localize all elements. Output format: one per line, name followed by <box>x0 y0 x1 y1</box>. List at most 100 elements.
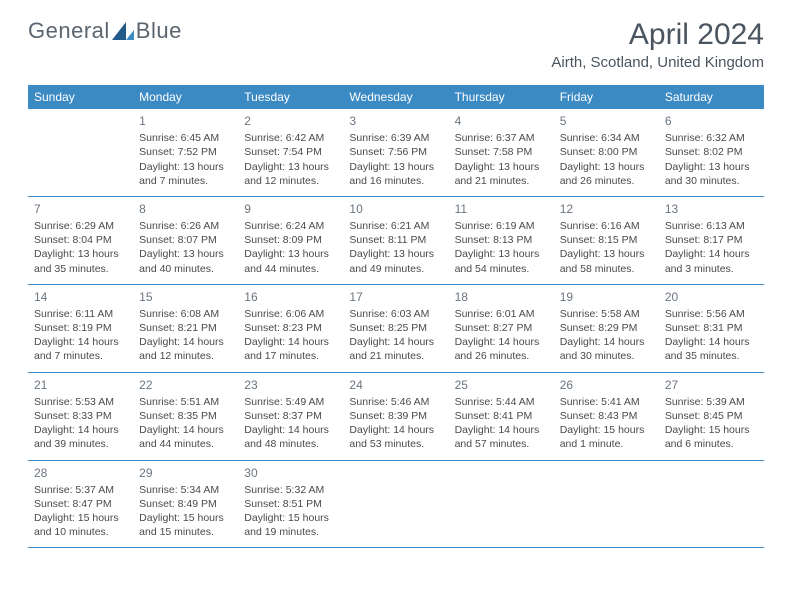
sunrise-text: Sunrise: 6:34 AM <box>560 131 653 145</box>
day-number: 29 <box>139 465 232 481</box>
sunset-text: Sunset: 8:27 PM <box>455 321 548 335</box>
sunset-text: Sunset: 8:04 PM <box>34 233 127 247</box>
calendar-cell: 16Sunrise: 6:06 AMSunset: 8:23 PMDayligh… <box>238 285 343 372</box>
daylight-text: Daylight: 13 hours and 49 minutes. <box>349 247 442 275</box>
calendar-cell: 14Sunrise: 6:11 AMSunset: 8:19 PMDayligh… <box>28 285 133 372</box>
header: General Blue April 2024 Airth, Scotland,… <box>28 18 764 71</box>
calendar-cell: 25Sunrise: 5:44 AMSunset: 8:41 PMDayligh… <box>449 373 554 460</box>
day-header: Thursday <box>449 85 554 109</box>
daylight-text: Daylight: 13 hours and 26 minutes. <box>560 160 653 188</box>
calendar-cell: 23Sunrise: 5:49 AMSunset: 8:37 PMDayligh… <box>238 373 343 460</box>
sunset-text: Sunset: 8:17 PM <box>665 233 758 247</box>
sunrise-text: Sunrise: 6:29 AM <box>34 219 127 233</box>
daylight-text: Daylight: 13 hours and 58 minutes. <box>560 247 653 275</box>
daylight-text: Daylight: 13 hours and 35 minutes. <box>34 247 127 275</box>
calendar-week: 28Sunrise: 5:37 AMSunset: 8:47 PMDayligh… <box>28 461 764 549</box>
daylight-text: Daylight: 14 hours and 35 minutes. <box>665 335 758 363</box>
daylight-text: Daylight: 15 hours and 1 minute. <box>560 423 653 451</box>
sunset-text: Sunset: 8:11 PM <box>349 233 442 247</box>
sunrise-text: Sunrise: 6:21 AM <box>349 219 442 233</box>
calendar-cell: 6Sunrise: 6:32 AMSunset: 8:02 PMDaylight… <box>659 109 764 196</box>
daylight-text: Daylight: 13 hours and 54 minutes. <box>455 247 548 275</box>
calendar-cell: 7 Sunrise: 6:29 AMSunset: 8:04 PMDaylight… <box>28 197 133 284</box>
sunset-text: Sunset: 7:56 PM <box>349 145 442 159</box>
sunset-text: Sunset: 8:09 PM <box>244 233 337 247</box>
calendar-cell: 22Sunrise: 5:51 AMSunset: 8:35 PMDayligh… <box>133 373 238 460</box>
sunset-text: Sunset: 8:19 PM <box>34 321 127 335</box>
day-header: Tuesday <box>238 85 343 109</box>
daylight-text: Daylight: 13 hours and 16 minutes. <box>349 160 442 188</box>
sunset-text: Sunset: 8:07 PM <box>139 233 232 247</box>
sunset-text: Sunset: 7:58 PM <box>455 145 548 159</box>
daylight-text: Daylight: 14 hours and 12 minutes. <box>139 335 232 363</box>
day-number: 11 <box>455 201 548 217</box>
calendar: SundayMondayTuesdayWednesdayThursdayFrid… <box>28 85 764 548</box>
calendar-cell: 10Sunrise: 6:21 AMSunset: 8:11 PMDayligh… <box>343 197 448 284</box>
daylight-text: Daylight: 15 hours and 19 minutes. <box>244 511 337 539</box>
day-number: 15 <box>139 289 232 305</box>
sunrise-text: Sunrise: 5:37 AM <box>34 483 127 497</box>
sunrise-text: Sunrise: 6:01 AM <box>455 307 548 321</box>
calendar-cell <box>449 461 554 548</box>
day-number: 30 <box>244 465 337 481</box>
calendar-cell <box>659 461 764 548</box>
sunrise-text: Sunrise: 5:39 AM <box>665 395 758 409</box>
sunrise-text: Sunrise: 6:37 AM <box>455 131 548 145</box>
sunset-text: Sunset: 8:23 PM <box>244 321 337 335</box>
sunrise-text: Sunrise: 6:13 AM <box>665 219 758 233</box>
sunrise-text: Sunrise: 5:34 AM <box>139 483 232 497</box>
sunrise-text: Sunrise: 6:16 AM <box>560 219 653 233</box>
sunset-text: Sunset: 8:41 PM <box>455 409 548 423</box>
day-number: 23 <box>244 377 337 393</box>
sunset-text: Sunset: 8:47 PM <box>34 497 127 511</box>
day-number: 24 <box>349 377 442 393</box>
calendar-cell: 13Sunrise: 6:13 AMSunset: 8:17 PMDayligh… <box>659 197 764 284</box>
calendar-cell: 15Sunrise: 6:08 AMSunset: 8:21 PMDayligh… <box>133 285 238 372</box>
day-number: 13 <box>665 201 758 217</box>
day-header: Saturday <box>659 85 764 109</box>
day-header: Friday <box>554 85 659 109</box>
location: Airth, Scotland, United Kingdom <box>551 54 764 71</box>
day-header: Monday <box>133 85 238 109</box>
logo: General Blue <box>28 18 182 44</box>
daylight-text: Daylight: 13 hours and 30 minutes. <box>665 160 758 188</box>
sunrise-text: Sunrise: 6:11 AM <box>34 307 127 321</box>
day-number: 20 <box>665 289 758 305</box>
daylight-text: Daylight: 13 hours and 7 minutes. <box>139 160 232 188</box>
logo-text-1: General <box>28 18 110 44</box>
calendar-week: 7Sunrise: 6:29 AMSunset: 8:04 PMDaylight… <box>28 197 764 285</box>
sunrise-text: Sunrise: 6:39 AM <box>349 131 442 145</box>
day-number: 28 <box>34 465 127 481</box>
day-number: 19 <box>560 289 653 305</box>
logo-text-2: Blue <box>136 18 182 44</box>
sunrise-text: Sunrise: 5:56 AM <box>665 307 758 321</box>
daylight-text: Daylight: 14 hours and 30 minutes. <box>560 335 653 363</box>
day-number: 1 <box>139 113 232 129</box>
calendar-cell: 30Sunrise: 5:32 AMSunset: 8:51 PMDayligh… <box>238 461 343 548</box>
day-number: 22 <box>139 377 232 393</box>
daylight-text: Daylight: 13 hours and 40 minutes. <box>139 247 232 275</box>
daylight-text: Daylight: 15 hours and 15 minutes. <box>139 511 232 539</box>
sunset-text: Sunset: 8:43 PM <box>560 409 653 423</box>
sunset-text: Sunset: 8:37 PM <box>244 409 337 423</box>
daylight-text: Daylight: 14 hours and 48 minutes. <box>244 423 337 451</box>
calendar-cell <box>343 461 448 548</box>
sunrise-text: Sunrise: 6:45 AM <box>139 131 232 145</box>
logo-icon <box>112 22 134 40</box>
month-title: April 2024 <box>551 18 764 52</box>
calendar-cell: 29Sunrise: 5:34 AMSunset: 8:49 PMDayligh… <box>133 461 238 548</box>
daylight-text: Daylight: 15 hours and 10 minutes. <box>34 511 127 539</box>
calendar-cell: 1Sunrise: 6:45 AMSunset: 7:52 PMDaylight… <box>133 109 238 196</box>
day-number: 26 <box>560 377 653 393</box>
calendar-cell: 27Sunrise: 5:39 AMSunset: 8:45 PMDayligh… <box>659 373 764 460</box>
day-number: 3 <box>349 113 442 129</box>
day-number: 27 <box>665 377 758 393</box>
day-number: 6 <box>665 113 758 129</box>
calendar-cell: 28 Sunrise: 5:37 AMSunset: 8:47 PMDayligh… <box>28 461 133 548</box>
sunrise-text: Sunrise: 5:44 AM <box>455 395 548 409</box>
calendar-cell: 8Sunrise: 6:26 AMSunset: 8:07 PMDaylight… <box>133 197 238 284</box>
day-number: 8 <box>139 201 232 217</box>
day-number: 7 <box>34 201 127 217</box>
calendar-cell: 2Sunrise: 6:42 AMSunset: 7:54 PMDaylight… <box>238 109 343 196</box>
daylight-text: Daylight: 14 hours and 26 minutes. <box>455 335 548 363</box>
